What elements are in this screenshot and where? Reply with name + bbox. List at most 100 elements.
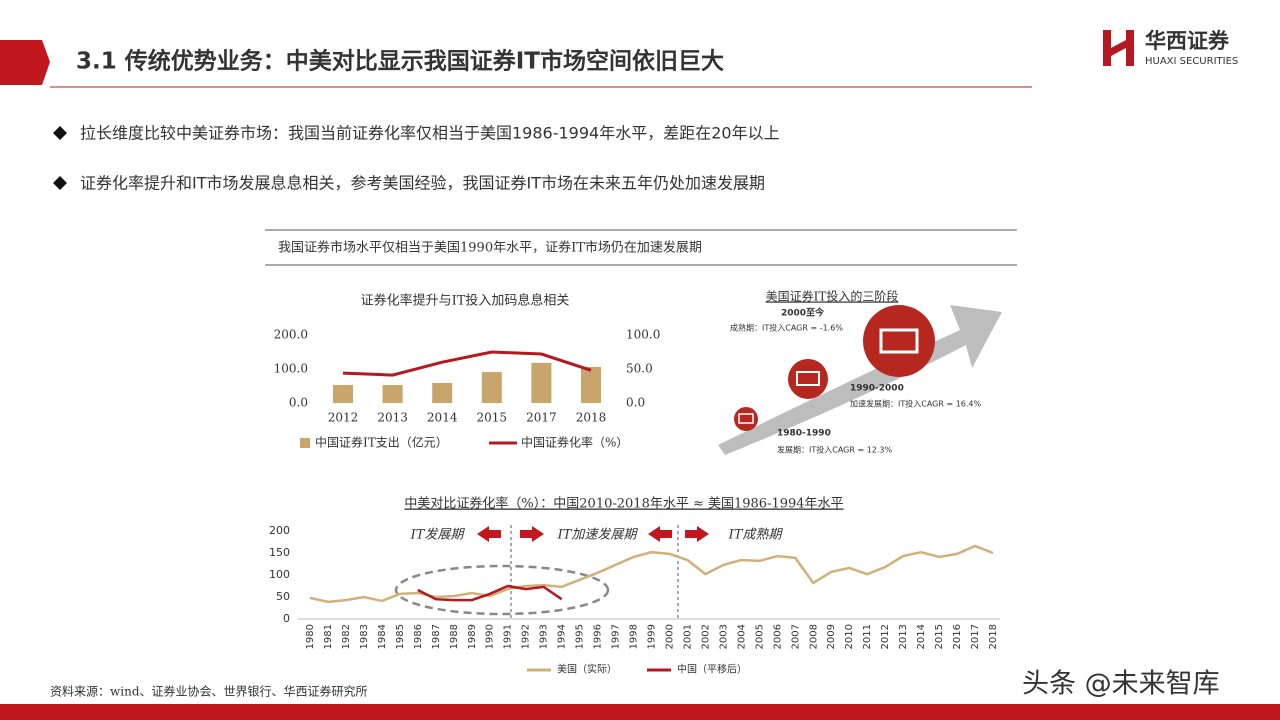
x-tick-label: 2018 [988,624,999,649]
bar [581,366,601,403]
x-tick-label: 1982 [341,624,352,649]
x-tick-label: 1984 [377,624,388,649]
legend-label: 中国证券IT支出（亿元） [315,435,448,450]
y-tick-label: 0 [283,612,290,625]
y-tick-label: 150 [269,546,290,559]
stage-icon [734,407,758,431]
x-tick-label: 2005 [754,624,765,649]
bar [432,382,453,403]
logo: 华西证券 HUAXI SECURITIES [1103,29,1238,67]
x-tick-label: 2014 [427,411,458,425]
x-tick-label: 2000 [664,624,675,649]
x-tick-label: 2015 [934,624,945,649]
section-title: 我国证券市场水平仅相当于美国1990年水平，证券IT市场仍在加速发展期 [278,240,702,256]
diagram: 美国证券IT投入的三阶段 1980-1990 发展期：IT投入CAGR = 12… [718,289,1002,455]
annotation: IT成熟期 [728,528,784,543]
x-tick-label: 2018 [576,411,607,425]
x-tick-label: 1987 [431,624,442,649]
line [417,584,563,602]
x-tick-label: 1985 [395,624,406,649]
annotation: IT加速发展期 [557,528,639,543]
x-tick-label: 1983 [359,624,370,649]
x-tick-label: 2010 [844,624,855,649]
stage-period: 1980-1990 [777,429,831,439]
bullet-icon [53,126,67,140]
bullet: 证券化率提升和IT市场发展息息相关，参考美国经验，我国证券IT市场在未来五年仍处… [80,174,765,193]
legend-swatch [300,438,310,448]
y2-tick-label: 50.0 [626,362,653,376]
source: 资料来源：wind、证券业协会、世界银行、华西证券研究所 [50,684,368,699]
stage-label: 加速发展期：IT投入CAGR = 16.4% [850,399,982,409]
y-tick-label: 50 [276,590,290,603]
chart-title: 中美对比证券化率（%）：中国2010-2018年水平 ≈ 美国1986-1994… [404,496,843,512]
x-tick-label: 2014 [916,624,927,649]
stage-icon [788,359,828,399]
x-tick-label: 1990 [485,624,496,649]
x-tick-label: 1992 [521,624,532,649]
legend-label: 美国（实际） [557,663,617,676]
diagram-title: 美国证券IT投入的三阶段 [766,289,899,304]
watermark: 头条 @未来智库 [1022,669,1220,700]
x-tick-label: 2003 [718,624,729,649]
x-tick-label: 2015 [477,411,508,425]
x-tick-label: 2011 [862,624,873,649]
stage-icon [863,305,935,377]
x-tick-label: 1994 [557,624,568,649]
line [342,350,592,377]
bar [333,384,353,403]
footer-bar [0,704,1280,720]
x-tick-label: 2001 [682,624,693,649]
bullet-icon [53,176,67,190]
y-tick-label: 200.0 [274,328,308,342]
x-tick-label: 2017 [970,624,981,649]
legend-label: 中国（平移后） [677,663,747,676]
title-marker [0,40,50,85]
y2-tick-label: 0.0 [626,396,645,410]
stage-period: 1990-2000 [850,384,904,394]
x-tick-label: 2008 [808,624,819,649]
y-tick-label: 100.0 [274,362,308,376]
y-tick-label: 100 [269,568,290,581]
bar [382,384,403,403]
logo-en: HUAXI SECURITIES [1145,56,1238,67]
bar [531,362,552,403]
x-tick-label: 2002 [700,624,711,649]
x-tick-label: 1997 [611,624,622,649]
x-tick-label: 2007 [790,624,801,649]
x-tick-label: 1991 [503,624,514,649]
x-tick-label: 1995 [575,624,586,649]
stage-label: 成熟期：IT投入CAGR = -1.6% [730,323,843,333]
x-tick-label: 2012 [328,411,359,425]
x-tick-label: 2013 [898,624,909,649]
x-tick-label: 2012 [880,624,891,649]
growth-arrow [718,305,1002,455]
x-tick-label: 1999 [647,624,658,649]
x-tick-label: 1981 [323,624,334,649]
x-tick-label: 1980 [305,624,316,649]
x-tick-label: 2009 [826,624,837,649]
x-tick-label: 2016 [952,624,963,649]
x-tick-label: 2013 [377,411,408,425]
line [309,544,994,604]
stage-period: 2000至今 [781,307,825,319]
slide-title: 3.1 传统优势业务：中美对比显示我国证券IT市场空间依旧巨大 [76,48,724,75]
x-tick-label: 1993 [539,624,550,649]
x-tick-label: 1996 [593,624,604,649]
bullet: 拉长维度比较中美证券市场：我国当前证券化率仅相当于美国1986-1994年水平，… [80,124,780,143]
annotation: IT发展期 [410,528,466,543]
x-tick-label: 2004 [736,624,747,649]
chart2-decor [394,525,709,619]
y-tick-label: 0.0 [289,396,308,410]
x-tick-label: 1988 [449,624,460,649]
bar [481,372,502,403]
x-tick-label: 2017 [526,411,557,425]
y-tick-label: 200 [269,524,290,537]
y2-tick-label: 100.0 [626,328,660,342]
x-tick-label: 2006 [772,624,783,649]
logo-cn: 华西证券 [1145,29,1230,53]
x-tick-label: 1986 [413,624,424,649]
stage-label: 发展期：IT投入CAGR = 12.3% [777,445,893,455]
legend-label: 中国证券化率（%） [521,435,628,450]
x-tick-label: 1989 [467,624,478,649]
